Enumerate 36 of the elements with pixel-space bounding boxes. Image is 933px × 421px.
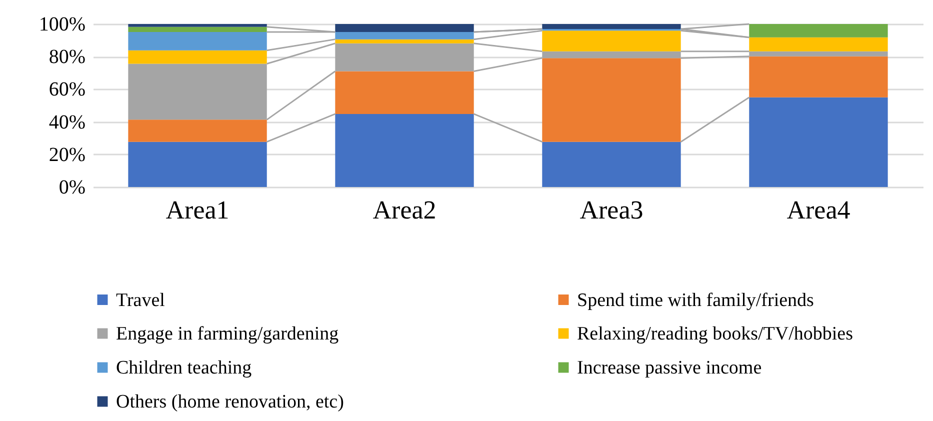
- bar: [749, 37, 888, 52]
- bar: [542, 142, 681, 187]
- legend-label: Increase passive income: [577, 358, 762, 378]
- bar: [749, 97, 888, 187]
- bar: [128, 24, 267, 27]
- bar: [542, 30, 681, 52]
- x-tick-label: Area3: [580, 196, 644, 224]
- bar: [749, 24, 888, 38]
- legend-label: Travel: [116, 290, 165, 311]
- bar: [128, 50, 267, 64]
- legend-label: Children teaching: [116, 358, 252, 378]
- legend-label: Relaxing/reading books/TV/hobbies: [577, 324, 853, 344]
- y-tick-label: 80%: [48, 46, 86, 68]
- bar: [128, 120, 267, 142]
- bar: [542, 58, 681, 142]
- x-tick-label: Area4: [786, 196, 850, 224]
- bar: [335, 32, 474, 40]
- bar: [542, 24, 681, 30]
- bar: [335, 71, 474, 114]
- y-tick-label: 60%: [48, 78, 86, 101]
- bar: [128, 142, 267, 187]
- y-tick-label: 20%: [48, 144, 86, 166]
- bar: [335, 24, 474, 32]
- y-tick-label: 100%: [38, 14, 86, 36]
- y-tick-label: 0%: [58, 176, 86, 198]
- bar: [128, 32, 267, 50]
- bar: [749, 56, 888, 98]
- x-tick-label: Area2: [372, 196, 436, 224]
- x-tick-label: Area1: [166, 196, 230, 224]
- bar: [335, 39, 474, 44]
- legend-label: Engage in farming/gardening: [116, 324, 340, 344]
- y-tick-label: 40%: [48, 111, 86, 134]
- bar: [335, 114, 474, 187]
- legend-label: Others (home renovation, etc): [116, 392, 344, 412]
- bar: [128, 26, 267, 32]
- legend-label: Spend time with family/friends: [577, 290, 814, 311]
